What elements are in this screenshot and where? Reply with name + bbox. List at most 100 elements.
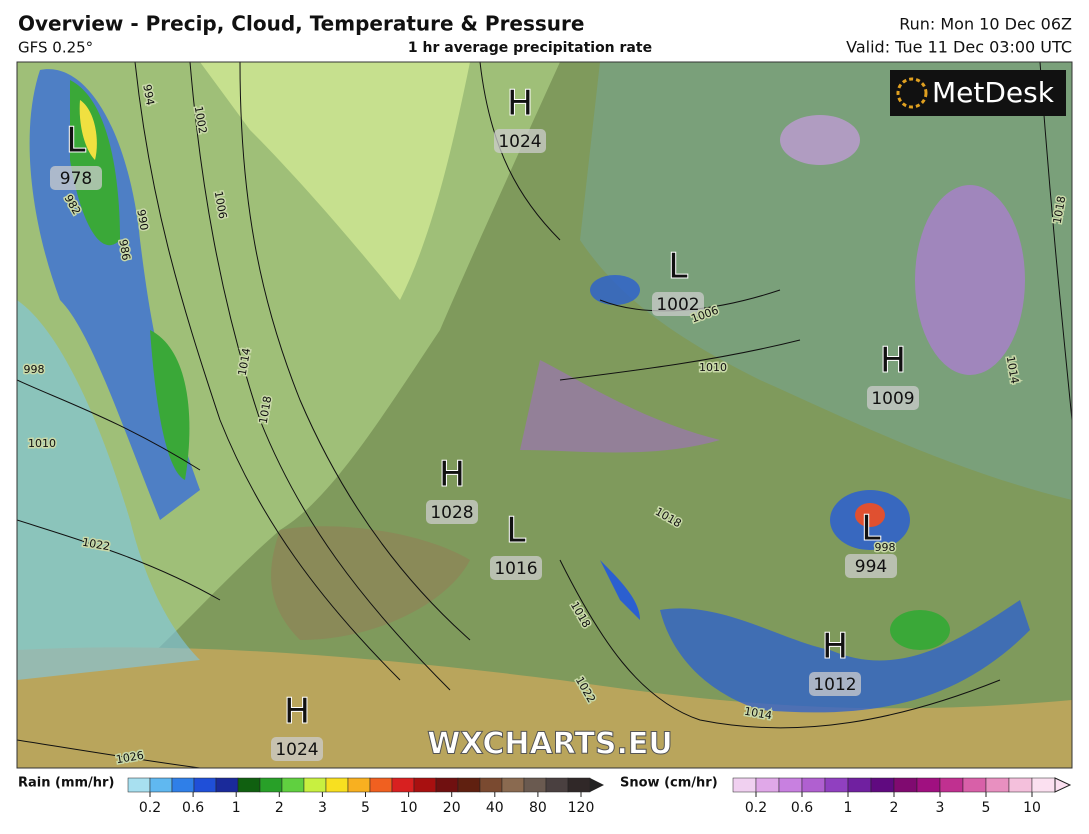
map: MetDesk WXCHARTS.EU	[16, 61, 1073, 769]
product: 1 hr average precipitation rate	[408, 40, 652, 56]
snow-tick-label: 0.2	[745, 800, 767, 816]
pressure-value-box	[50, 166, 102, 190]
isobar-label: 986	[116, 238, 132, 261]
pressure-letter: H	[880, 341, 906, 381]
pressure-letter: L	[67, 121, 86, 161]
snow-swatch	[801, 777, 826, 793]
rain-swatch	[501, 777, 525, 793]
rain-swatch	[127, 777, 151, 793]
isobar-label: 1014	[743, 705, 773, 723]
rain-tick-label: 1	[232, 800, 241, 816]
pressure-letter: H	[284, 692, 310, 732]
model: GFS 0.25°	[18, 39, 93, 57]
rain-arrow	[590, 778, 604, 792]
pressure-value: 1028	[430, 503, 473, 523]
logo-box	[890, 70, 1066, 116]
pressure-letter: H	[822, 627, 848, 667]
rain-tick-label: 0.6	[182, 800, 204, 816]
pressure-value-box	[426, 500, 478, 524]
rain-swatch	[391, 777, 415, 793]
snow-swatch	[1008, 777, 1033, 793]
rain-swatch	[545, 777, 569, 793]
pressure-value: 978	[60, 169, 92, 189]
watermark: WXCHARTS.EU	[427, 727, 673, 762]
pressure-letter: H	[439, 455, 465, 495]
rain-swatch	[193, 777, 217, 793]
pressure-value: 1012	[813, 675, 856, 695]
pressure-value: 1016	[494, 559, 537, 579]
pressure-value-box	[271, 737, 323, 761]
pressure-value: 1009	[871, 389, 914, 409]
rain-swatch	[523, 777, 547, 793]
pressure-value-box	[494, 129, 546, 153]
rain-swatch	[457, 777, 481, 793]
isobar-label: 994	[140, 83, 156, 106]
snow-arrow	[1054, 777, 1072, 793]
isobar-label: 998	[24, 363, 45, 376]
run-time: Run: Mon 10 Dec 06Z	[899, 15, 1072, 34]
snow-tick-label: 5	[982, 800, 991, 816]
pressure-value: 1024	[275, 740, 318, 760]
snow-tick-label: 3	[936, 800, 945, 816]
pressure-value-box	[490, 556, 542, 580]
pressure-value-box	[867, 386, 919, 410]
rain-swatch	[281, 777, 305, 793]
rain-swatch	[413, 777, 437, 793]
snow-tick-label: 2	[890, 800, 899, 816]
snow-swatch	[962, 777, 987, 793]
snow-tick-label: 10	[1023, 800, 1041, 816]
snow-swatch	[847, 777, 872, 793]
pressure-letter: L	[507, 511, 526, 551]
rain-swatch	[479, 777, 503, 793]
snow-swatch	[1031, 777, 1056, 793]
snow-swatch	[870, 777, 895, 793]
pressure-value-box	[652, 292, 704, 316]
rain-swatch	[347, 777, 371, 793]
isobar-label: 1010	[28, 437, 56, 450]
rain-legend-label: Rain (mm/hr)	[18, 776, 114, 791]
rain-tick-label: 20	[443, 800, 461, 816]
rain-tick-label: 40	[486, 800, 504, 816]
rain-swatch	[259, 777, 283, 793]
snow-swatch	[893, 777, 918, 793]
rain-swatch	[215, 777, 239, 793]
pressure-letter: H	[507, 84, 533, 124]
rain-swatch	[325, 777, 349, 793]
rain-tick-label: 80	[529, 800, 547, 816]
rain-swatch	[149, 777, 173, 793]
title: Overview - Precip, Cloud, Temperature & …	[18, 12, 584, 36]
snow-swatch	[778, 777, 803, 793]
snow-tick-label: 0.6	[791, 800, 813, 816]
logo: MetDesk	[932, 76, 1055, 109]
snow-swatch	[755, 777, 780, 793]
rain-swatch	[567, 777, 591, 793]
isobar-label: 998	[875, 541, 896, 554]
snow-swatch	[824, 777, 849, 793]
rain-swatch	[369, 777, 393, 793]
pressure-letter: L	[669, 247, 688, 287]
snow-tick-label: 1	[844, 800, 853, 816]
snow-legend-label: Snow (cm/hr)	[620, 776, 718, 791]
pressure-value: 1024	[498, 132, 541, 152]
pressure-letter: L	[862, 509, 881, 549]
rain-swatch	[435, 777, 459, 793]
snow-swatch	[939, 777, 964, 793]
snow-swatch	[985, 777, 1010, 793]
rain-tick-label: 5	[361, 800, 370, 816]
rain-tick-label: 10	[400, 800, 418, 816]
rain-tick-label: 3	[318, 800, 327, 816]
valid-time: Valid: Tue 11 Dec 03:00 UTC	[846, 38, 1072, 57]
pressure-value-box	[809, 672, 861, 696]
pressure-value: 994	[855, 557, 887, 577]
pressure-value: 1002	[656, 295, 699, 315]
snow-swatch	[916, 777, 941, 793]
rain-tick-label: 0.2	[139, 800, 161, 816]
rain-swatch	[171, 777, 195, 793]
rain-tick-label: 120	[568, 800, 595, 816]
rain-tick-label: 2	[275, 800, 284, 816]
isobar-label: 1010	[699, 361, 727, 374]
snow-swatch	[732, 777, 757, 793]
pressure-value-box	[845, 554, 897, 578]
rain-swatch	[237, 777, 261, 793]
